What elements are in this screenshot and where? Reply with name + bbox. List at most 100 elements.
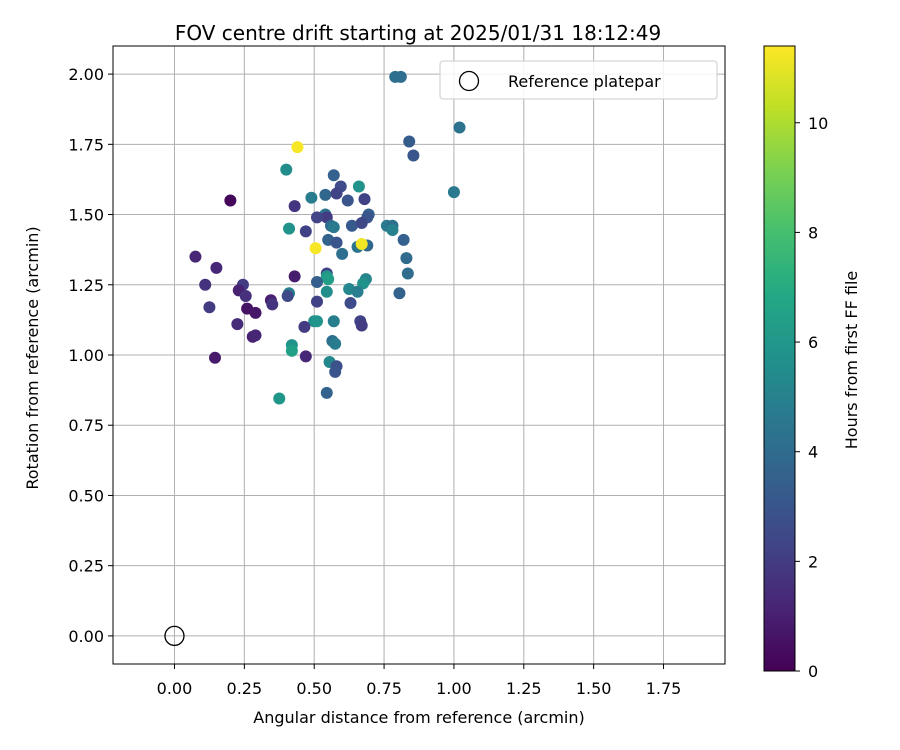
data-point <box>344 297 357 310</box>
colorbar-tick-label: 4 <box>808 443 818 462</box>
data-point <box>273 392 286 405</box>
legend-label: Reference platepar <box>508 72 661 91</box>
data-point <box>288 270 301 283</box>
data-point <box>319 188 332 201</box>
data-point <box>189 250 202 263</box>
y-tick-label: 0.25 <box>68 557 104 576</box>
data-point <box>401 267 414 280</box>
data-point <box>329 337 342 350</box>
legend: Reference platepar <box>439 60 718 100</box>
y-tick-label: 1.25 <box>68 276 104 295</box>
x-axis-ticks: 0.00 0.25 0.50 0.75 1.00 1.25 1.50 1.75 <box>157 664 682 698</box>
data-point <box>249 329 262 342</box>
data-point <box>231 318 244 331</box>
data-point <box>285 344 298 357</box>
data-point <box>327 169 340 182</box>
data-point <box>355 319 368 332</box>
data-point <box>453 121 466 134</box>
x-axis-label: Angular distance from reference (arcmin) <box>253 708 584 727</box>
data-point <box>210 261 223 274</box>
x-tick-label: 1.75 <box>646 679 682 698</box>
y-tick-label: 0.75 <box>68 416 104 435</box>
data-point <box>345 219 358 232</box>
data-point <box>386 223 399 236</box>
data-point <box>298 320 311 333</box>
data-point <box>394 70 407 83</box>
colorbar-ticks: 0 2 4 6 8 10 <box>795 114 828 681</box>
data-point <box>358 193 371 206</box>
x-tick-label: 1.50 <box>576 679 612 698</box>
data-point <box>341 194 354 207</box>
colorbar-tick-label: 10 <box>808 114 828 133</box>
reference-marker-layer <box>164 625 185 647</box>
colorbar-tick-label: 6 <box>808 333 818 352</box>
data-point <box>203 301 216 314</box>
chart-title: FOV centre drift starting at 2025/01/31 … <box>175 21 661 45</box>
data-point <box>288 200 301 213</box>
data-point <box>351 285 364 298</box>
legend-box <box>439 60 718 100</box>
data-point <box>249 306 262 319</box>
data-point <box>327 221 340 234</box>
y-tick-label: 1.00 <box>68 346 104 365</box>
colorbar-tick-label: 0 <box>808 662 818 681</box>
data-point <box>280 163 293 176</box>
x-tick-label: 1.25 <box>506 679 542 698</box>
colorbar-tick-label: 2 <box>808 552 818 571</box>
reference-platepar-marker <box>164 625 185 647</box>
data-point <box>311 295 323 308</box>
data-point <box>266 298 279 311</box>
y-tick-label: 0.50 <box>68 486 104 505</box>
data-point <box>352 180 365 193</box>
data-point <box>397 233 410 246</box>
x-tick-label: 0.00 <box>157 679 193 698</box>
data-point <box>320 386 333 399</box>
data-point <box>291 141 304 154</box>
data-point <box>239 290 252 303</box>
data-point <box>329 365 342 378</box>
data-point <box>327 315 340 328</box>
y-tick-label: 2.00 <box>68 65 104 84</box>
data-point <box>357 277 370 290</box>
data-point <box>393 287 406 300</box>
y-tick-label: 0.00 <box>68 627 104 646</box>
legend-reference-marker <box>458 70 480 92</box>
colorbar-label: Hours from first FF file <box>842 271 861 450</box>
y-axis-ticks: 0.00 0.25 0.50 0.75 1.00 1.25 1.50 1.75 2.00 <box>68 65 113 646</box>
data-point <box>355 238 368 251</box>
data-point <box>403 135 416 148</box>
colorbar-tick-label: 8 <box>808 223 818 242</box>
data-point <box>311 275 323 288</box>
data-point <box>209 351 221 364</box>
data-point <box>311 211 323 224</box>
y-tick-label: 1.50 <box>68 206 104 225</box>
data-point <box>330 187 343 200</box>
data-point <box>330 236 343 249</box>
x-tick-label: 0.75 <box>366 679 402 698</box>
data-point <box>281 290 294 303</box>
data-point <box>224 194 237 207</box>
data-point <box>299 225 312 238</box>
colorbar: 0 2 4 6 8 10 Hours from first FF file <box>763 45 861 681</box>
data-point <box>407 149 420 162</box>
x-tick-label: 1.00 <box>436 679 472 698</box>
data-point <box>305 191 318 204</box>
data-point <box>199 278 212 291</box>
data-points <box>189 70 466 405</box>
data-point <box>355 216 368 229</box>
data-point <box>447 186 460 199</box>
y-tick-label: 1.75 <box>68 135 104 154</box>
y-axis-label: Rotation from reference (arcmin) <box>23 226 42 489</box>
x-tick-label: 0.25 <box>227 679 263 698</box>
data-point <box>400 252 413 265</box>
data-point <box>320 285 333 298</box>
grid-lines <box>113 46 725 664</box>
data-point <box>299 350 312 363</box>
x-tick-label: 0.50 <box>296 679 332 698</box>
data-point <box>283 222 296 235</box>
data-point <box>309 242 322 255</box>
data-point <box>336 247 349 260</box>
colorbar-gradient <box>763 45 796 672</box>
data-point <box>311 315 323 328</box>
